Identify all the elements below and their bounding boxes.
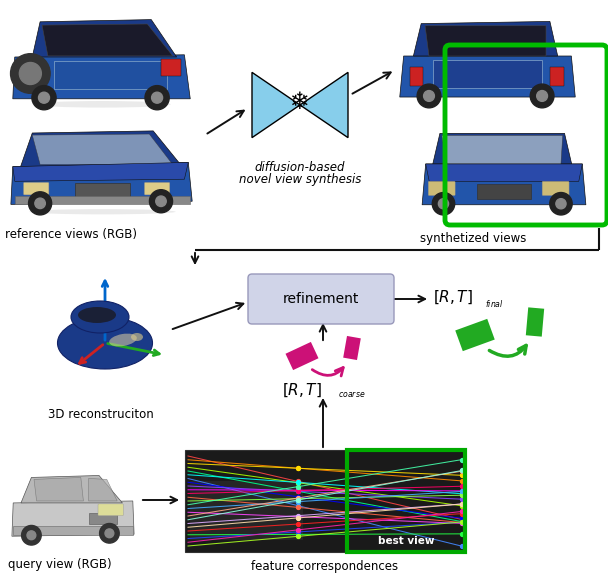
FancyBboxPatch shape [550, 67, 564, 86]
Polygon shape [21, 131, 181, 166]
Circle shape [38, 92, 49, 103]
Circle shape [156, 196, 166, 206]
Polygon shape [286, 342, 319, 370]
Polygon shape [89, 478, 117, 501]
Circle shape [100, 523, 119, 543]
Polygon shape [425, 26, 546, 56]
Polygon shape [441, 135, 563, 164]
Ellipse shape [71, 301, 129, 333]
FancyBboxPatch shape [75, 183, 130, 198]
Circle shape [537, 91, 547, 101]
FancyBboxPatch shape [477, 185, 531, 199]
Polygon shape [190, 481, 303, 540]
Text: $[R, T]$: $[R, T]$ [282, 382, 322, 400]
Text: best view: best view [378, 536, 435, 546]
Polygon shape [42, 24, 173, 56]
Ellipse shape [109, 333, 137, 346]
Polygon shape [343, 336, 361, 360]
Polygon shape [426, 164, 582, 181]
Circle shape [432, 193, 455, 215]
Polygon shape [34, 478, 83, 501]
Circle shape [438, 199, 449, 209]
Text: feature correspondences: feature correspondences [252, 560, 399, 573]
Text: diffusion-based: diffusion-based [255, 161, 345, 174]
FancyBboxPatch shape [248, 274, 394, 324]
Circle shape [550, 193, 572, 215]
Ellipse shape [29, 209, 176, 214]
Polygon shape [422, 164, 586, 205]
FancyBboxPatch shape [428, 181, 455, 196]
Ellipse shape [131, 333, 143, 341]
FancyBboxPatch shape [98, 504, 123, 516]
Polygon shape [32, 19, 176, 57]
Circle shape [19, 63, 41, 84]
FancyBboxPatch shape [15, 196, 190, 205]
Ellipse shape [58, 317, 153, 369]
FancyBboxPatch shape [89, 513, 117, 524]
Polygon shape [399, 56, 575, 97]
FancyBboxPatch shape [542, 181, 569, 196]
FancyBboxPatch shape [161, 59, 181, 76]
Text: ❄: ❄ [290, 90, 310, 114]
Circle shape [145, 86, 169, 110]
Text: $[R, T]$: $[R, T]$ [433, 288, 473, 306]
Circle shape [556, 199, 566, 209]
Circle shape [10, 54, 50, 93]
Circle shape [22, 526, 41, 545]
Text: novel view synthesis: novel view synthesis [239, 173, 361, 186]
Circle shape [150, 190, 173, 213]
Polygon shape [32, 134, 173, 165]
Polygon shape [413, 22, 558, 56]
Text: $_{coarse}$: $_{coarse}$ [338, 390, 365, 400]
Polygon shape [300, 72, 348, 138]
FancyBboxPatch shape [54, 62, 167, 89]
FancyBboxPatch shape [24, 182, 49, 195]
FancyBboxPatch shape [410, 67, 423, 86]
Text: refinement: refinement [283, 292, 359, 306]
Circle shape [32, 86, 56, 110]
Polygon shape [11, 162, 192, 205]
Text: query view (RGB): query view (RGB) [8, 558, 112, 571]
Circle shape [151, 92, 162, 103]
FancyBboxPatch shape [185, 450, 465, 552]
Circle shape [29, 192, 52, 215]
Circle shape [424, 91, 434, 101]
FancyBboxPatch shape [145, 182, 170, 195]
Circle shape [105, 529, 114, 538]
Text: 3D reconstruciton: 3D reconstruciton [48, 408, 154, 421]
Circle shape [27, 531, 36, 540]
Text: $_{final}$: $_{final}$ [485, 299, 504, 311]
Ellipse shape [34, 101, 171, 108]
Text: reference views (RGB): reference views (RGB) [5, 228, 137, 241]
Circle shape [35, 198, 46, 209]
Circle shape [417, 84, 441, 108]
Text: synthetized views: synthetized views [420, 232, 527, 245]
Polygon shape [455, 319, 495, 351]
Ellipse shape [78, 307, 116, 323]
Circle shape [530, 84, 554, 108]
Polygon shape [526, 307, 544, 336]
FancyBboxPatch shape [13, 526, 133, 535]
Polygon shape [252, 72, 300, 138]
Polygon shape [12, 501, 134, 536]
Polygon shape [433, 134, 572, 164]
Polygon shape [21, 475, 122, 503]
FancyBboxPatch shape [433, 60, 542, 88]
Polygon shape [13, 55, 190, 99]
Polygon shape [13, 162, 188, 181]
